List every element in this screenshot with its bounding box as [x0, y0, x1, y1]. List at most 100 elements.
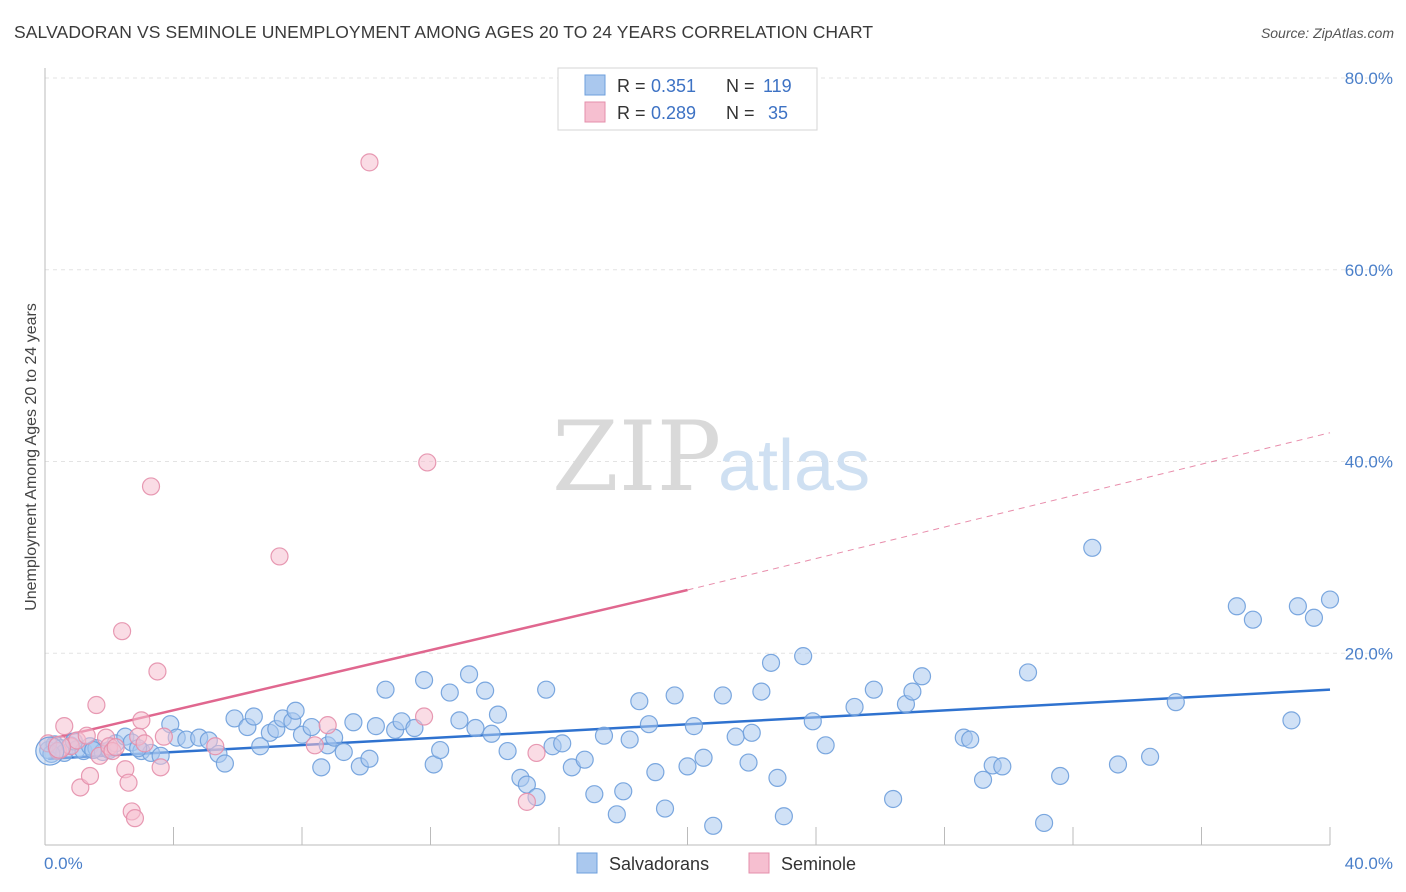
salvadoran-point [575, 750, 594, 769]
salvadoran-point [594, 726, 614, 745]
x-tick-label: 0.0% [44, 854, 83, 873]
salvadoran-point [414, 670, 434, 690]
salvadoran-point [607, 805, 626, 824]
salvadoran-point [713, 686, 732, 705]
salvadoran-point [466, 718, 485, 738]
seminole-point [154, 727, 173, 746]
salvadoran-point [1034, 813, 1054, 833]
seminole-point [148, 662, 167, 681]
salvadoran-point [450, 711, 469, 730]
legend-r-value: 0.351 [651, 76, 696, 96]
y-tick-labels: 20.0% 40.0% 60.0% 80.0% [1345, 69, 1393, 663]
salvadoran-point [1304, 608, 1324, 627]
salvadoran-point [1282, 711, 1301, 730]
seminole-point [141, 477, 161, 496]
salvadoran-point [803, 712, 822, 731]
legend-n-value: 119 [763, 76, 792, 96]
seminole-trend-extension [687, 432, 1331, 591]
salvadoran-point [739, 753, 758, 772]
legend-n-label: N = [726, 76, 755, 96]
watermark-zip: ZIP [552, 401, 721, 513]
salvadoran-point [678, 757, 697, 776]
seminole-point [270, 547, 289, 566]
salvadoran-point [655, 799, 675, 818]
data-points [35, 153, 1340, 835]
salvadoran-point [620, 730, 639, 749]
seminole-point [80, 766, 100, 786]
series-legend: Salvadorans Seminole [576, 852, 856, 874]
salvadoran-point [360, 749, 379, 768]
seminole-point [125, 809, 145, 828]
seminole-point [414, 707, 434, 726]
seminole-point [305, 736, 324, 755]
salvadoran-point [630, 692, 649, 711]
salvadoran-point [440, 683, 459, 702]
salvadoran-point [482, 724, 501, 743]
salvadoran-point [794, 647, 813, 666]
seminole-point [132, 711, 151, 730]
legend-n-value: 35 [768, 103, 788, 123]
salvadoran-point [1108, 755, 1128, 774]
seminole-trend-line [47, 588, 688, 741]
salvadoran-point [912, 667, 932, 686]
salvadoran-point [1140, 747, 1160, 766]
salvadoran-point [694, 748, 713, 767]
salvadoran-point [752, 682, 771, 701]
axes [44, 68, 1331, 846]
salvadoran-point [665, 686, 684, 705]
salvadoran-point [1243, 610, 1263, 629]
salvadoran-point [1166, 693, 1185, 712]
salvadoran-point [215, 754, 234, 773]
y-tick-label: 80.0% [1345, 69, 1393, 88]
salvadoran-point [344, 713, 363, 732]
y-tick-label: 60.0% [1345, 261, 1393, 280]
y-tick-label: 20.0% [1345, 644, 1393, 663]
legend-r-label: R = [617, 76, 646, 96]
seminole-point [135, 734, 154, 753]
legend-swatch-seminole [584, 101, 606, 123]
watermark-atlas: atlas [718, 426, 870, 506]
salvadoran-point [225, 709, 244, 728]
salvadoran-point [704, 816, 723, 835]
salvadoran-point [334, 742, 353, 762]
salvadoran-point [726, 727, 745, 746]
salvadoran-point [639, 715, 659, 734]
salvadoran-point [845, 697, 864, 717]
seminole-point [119, 773, 138, 792]
salvadoran-point [768, 768, 787, 787]
salvadoran-point [244, 707, 263, 726]
salvadoran-point [614, 782, 633, 801]
salvadoran-point [302, 717, 321, 737]
legend-r-label: R = [617, 103, 646, 123]
legend-n-label: N = [726, 103, 755, 123]
salvadoran-point [1320, 590, 1340, 609]
series-swatch-salvadorans [576, 852, 598, 874]
legend-swatch-salvadorans [584, 74, 606, 96]
seminole-point [87, 695, 106, 715]
salvadoran-point [742, 723, 761, 742]
salvadoran-point [903, 682, 922, 701]
salvadoran-point [1083, 538, 1102, 557]
source-credit: Source: ZipAtlas.com [1260, 25, 1394, 41]
salvadoran-point [961, 730, 980, 749]
series-swatch-seminole [748, 852, 770, 874]
series-label-seminole: Seminole [781, 854, 856, 874]
seminole-point [206, 737, 225, 756]
seminole-point [55, 717, 74, 736]
watermark: ZIP atlas [552, 401, 870, 513]
chart-title: SALVADORAN VS SEMINOLE UNEMPLOYMENT AMON… [14, 22, 874, 42]
salvadoran-point [459, 665, 479, 684]
legend-r-value: 0.289 [651, 103, 696, 123]
salvadoran-point [973, 770, 993, 789]
salvadoran-point [646, 763, 665, 782]
salvadoran-point [553, 734, 572, 753]
series-label-salvadorans: Salvadorans [609, 854, 709, 874]
seminole-point [112, 622, 132, 641]
salvadoran-point [498, 741, 517, 761]
salvadoran-point [251, 737, 270, 756]
salvadoran-point [993, 757, 1012, 776]
salvadoran-point [864, 680, 883, 699]
y-axis-label: Unemployment Among Ages 20 to 24 years [23, 303, 40, 611]
seminole-point [360, 153, 379, 172]
